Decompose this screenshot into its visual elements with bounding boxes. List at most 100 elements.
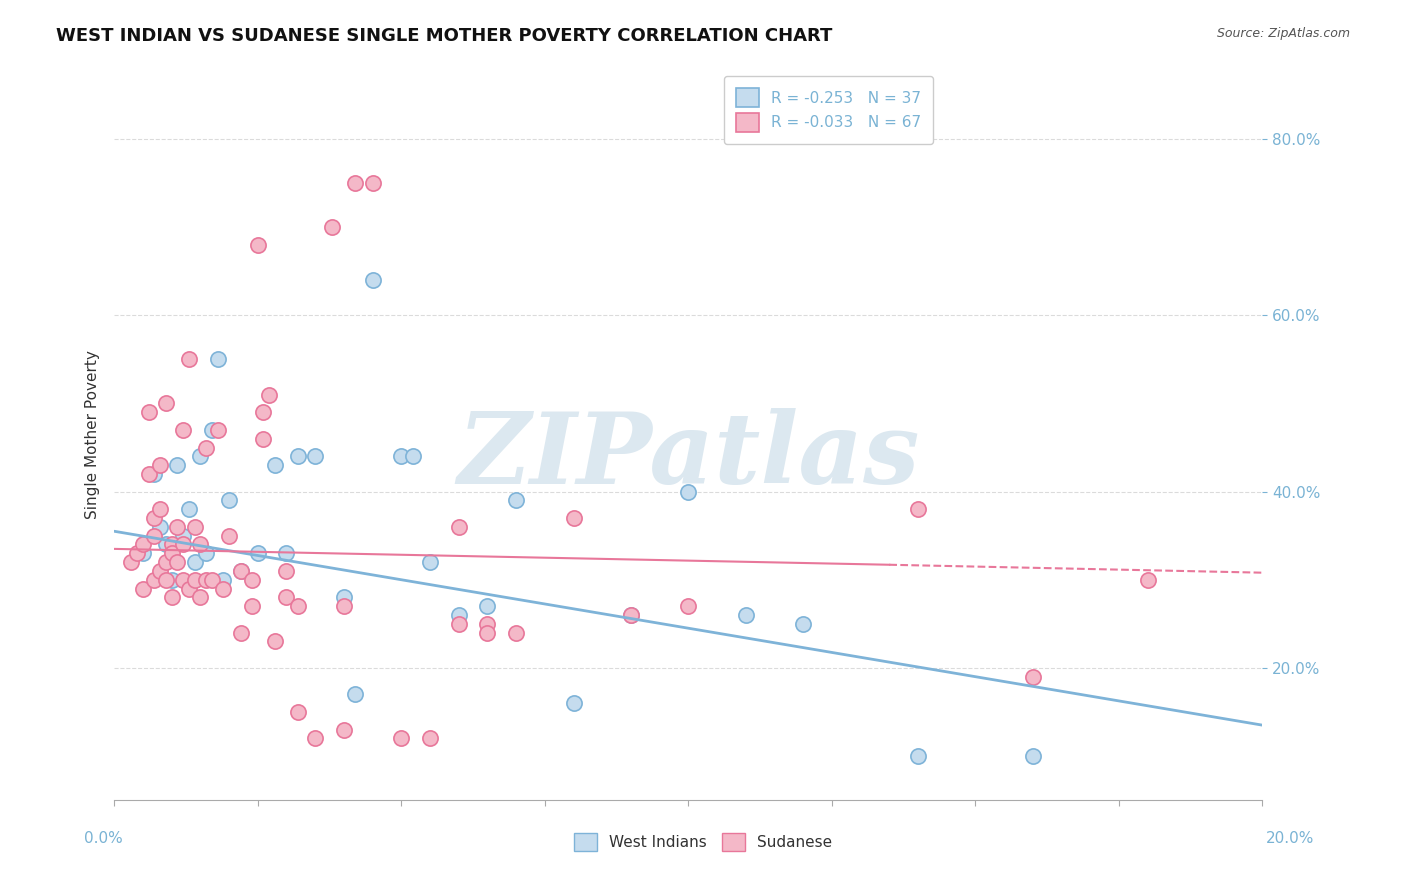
Point — [447, 607, 470, 622]
Point — [389, 731, 412, 746]
Point — [160, 546, 183, 560]
Point — [149, 458, 172, 472]
Point — [1022, 670, 1045, 684]
Point — [287, 705, 309, 719]
Point — [132, 582, 155, 596]
Point — [127, 546, 149, 560]
Point — [229, 564, 252, 578]
Point — [252, 432, 274, 446]
Y-axis label: Single Mother Poverty: Single Mother Poverty — [86, 350, 100, 519]
Point — [212, 573, 235, 587]
Point — [207, 423, 229, 437]
Text: 0.0%: 0.0% — [84, 831, 124, 846]
Point — [276, 564, 298, 578]
Point — [132, 546, 155, 560]
Text: Source: ZipAtlas.com: Source: ZipAtlas.com — [1216, 27, 1350, 40]
Point — [155, 573, 177, 587]
Point — [287, 450, 309, 464]
Point — [562, 696, 585, 710]
Point — [195, 573, 218, 587]
Point — [276, 546, 298, 560]
Point — [155, 555, 177, 569]
Point — [143, 467, 166, 481]
Point — [166, 520, 188, 534]
Point — [177, 502, 200, 516]
Point — [304, 731, 326, 746]
Point — [143, 573, 166, 587]
Point — [218, 529, 240, 543]
Point — [183, 520, 205, 534]
Point — [264, 458, 287, 472]
Point — [1022, 749, 1045, 764]
Point — [166, 555, 188, 569]
Text: WEST INDIAN VS SUDANESE SINGLE MOTHER POVERTY CORRELATION CHART: WEST INDIAN VS SUDANESE SINGLE MOTHER PO… — [56, 27, 832, 45]
Point — [907, 749, 929, 764]
Point — [907, 502, 929, 516]
Point — [419, 731, 441, 746]
Point — [188, 450, 211, 464]
Point — [172, 573, 194, 587]
Point — [201, 573, 224, 587]
Point — [188, 591, 211, 605]
Point — [361, 273, 384, 287]
Point — [734, 607, 756, 622]
Legend: West Indians, Sudanese: West Indians, Sudanese — [568, 827, 838, 857]
Point — [160, 537, 183, 551]
Point — [149, 502, 172, 516]
Point — [160, 573, 183, 587]
Point — [344, 176, 367, 190]
Point — [620, 607, 643, 622]
Point — [155, 396, 177, 410]
Point — [183, 573, 205, 587]
Point — [792, 616, 814, 631]
Point — [477, 599, 499, 614]
Point — [1136, 573, 1159, 587]
Point — [333, 591, 356, 605]
Point — [447, 520, 470, 534]
Point — [177, 582, 200, 596]
Point — [183, 555, 205, 569]
Point — [207, 352, 229, 367]
Point — [678, 599, 700, 614]
Point — [419, 555, 441, 569]
Point — [276, 591, 298, 605]
Point — [195, 441, 218, 455]
Point — [562, 511, 585, 525]
Point — [333, 599, 356, 614]
Point — [240, 599, 263, 614]
Point — [172, 529, 194, 543]
Point — [264, 634, 287, 648]
Point — [246, 546, 269, 560]
Text: 20.0%: 20.0% — [1267, 831, 1315, 846]
Point — [304, 450, 326, 464]
Point — [188, 537, 211, 551]
Point — [149, 520, 172, 534]
Point — [132, 537, 155, 551]
Point — [143, 529, 166, 543]
Point — [166, 458, 188, 472]
Point — [333, 723, 356, 737]
Point — [678, 484, 700, 499]
Point — [257, 387, 280, 401]
Point — [138, 405, 160, 419]
Point — [252, 405, 274, 419]
Text: ZIPatlas: ZIPatlas — [457, 408, 920, 505]
Point — [505, 625, 527, 640]
Point — [321, 220, 343, 235]
Point — [155, 537, 177, 551]
Point — [218, 493, 240, 508]
Point — [143, 511, 166, 525]
Point — [149, 564, 172, 578]
Point — [177, 352, 200, 367]
Point — [361, 176, 384, 190]
Point — [201, 423, 224, 437]
Point — [505, 493, 527, 508]
Point — [172, 537, 194, 551]
Point — [160, 591, 183, 605]
Legend: R = -0.253   N = 37, R = -0.033   N = 67: R = -0.253 N = 37, R = -0.033 N = 67 — [724, 76, 934, 144]
Point — [447, 616, 470, 631]
Point — [172, 423, 194, 437]
Point — [477, 616, 499, 631]
Point — [477, 625, 499, 640]
Point — [120, 555, 142, 569]
